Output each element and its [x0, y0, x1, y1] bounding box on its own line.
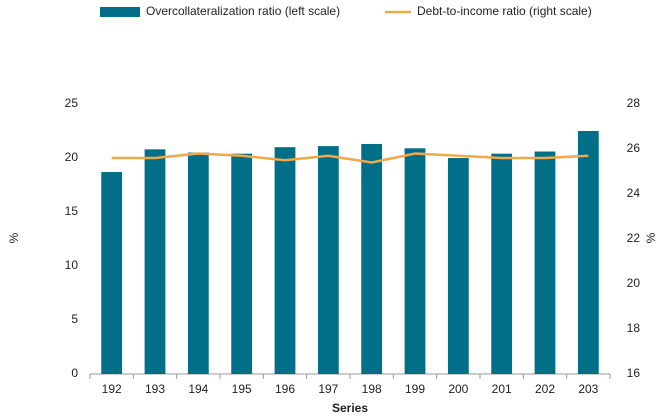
- y-tick-label: 15: [65, 204, 79, 218]
- x-tick-label: 195: [232, 382, 252, 396]
- y2-tick-label: 24: [627, 186, 641, 200]
- bar: [144, 149, 166, 374]
- y-tick-label: 10: [65, 258, 79, 272]
- bar: [274, 147, 296, 374]
- y-tick-label: 0: [71, 366, 78, 380]
- x-tick-label: 201: [492, 382, 512, 396]
- y-tick-label: 20: [65, 150, 79, 164]
- legend-label: Debt-to-income ratio (right scale): [417, 4, 592, 18]
- y2-tick-label: 22: [627, 231, 641, 245]
- x-tick-label: 199: [405, 382, 425, 396]
- x-tick-label: 192: [102, 382, 122, 396]
- y2-axis-label: %: [644, 232, 658, 243]
- x-axis-label: Series: [332, 401, 368, 415]
- y2-tick-label: 18: [627, 321, 641, 335]
- y2-tick-label: 26: [627, 141, 641, 155]
- x-tick-label: 194: [188, 382, 208, 396]
- y-axis-label: %: [7, 232, 21, 243]
- legend-label: Overcollateralization ratio (left scale): [146, 4, 340, 18]
- bar: [404, 148, 426, 374]
- x-tick-label: 202: [535, 382, 555, 396]
- legend-swatch: [100, 7, 140, 17]
- bar: [577, 131, 599, 374]
- y2-tick-label: 16: [627, 366, 641, 380]
- y-tick-label: 5: [71, 312, 78, 326]
- bar: [491, 153, 513, 374]
- bar: [231, 153, 253, 374]
- y2-tick-label: 20: [627, 276, 641, 290]
- y2-tick-label: 28: [627, 96, 641, 110]
- bar: [447, 158, 469, 374]
- x-tick-label: 203: [578, 382, 598, 396]
- bar: [187, 152, 209, 374]
- bar: [317, 146, 339, 374]
- bar: [101, 172, 123, 374]
- x-tick-label: 200: [448, 382, 468, 396]
- x-tick-label: 193: [145, 382, 165, 396]
- line: [111, 152, 589, 164]
- x-tick-label: 197: [318, 382, 338, 396]
- y-tick-label: 25: [65, 96, 79, 110]
- bar: [361, 143, 383, 374]
- bar: [534, 151, 556, 374]
- x-tick-label: 198: [362, 382, 382, 396]
- x-tick-label: 196: [275, 382, 295, 396]
